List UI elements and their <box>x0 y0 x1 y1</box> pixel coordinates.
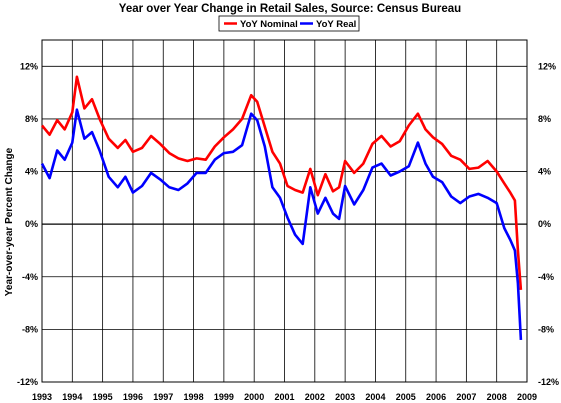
x-tick-label: 1994 <box>62 392 82 402</box>
y-tick-label-right: -4% <box>538 272 554 282</box>
y-tick-label-right: -12% <box>538 377 559 387</box>
y-tick-label-left: 12% <box>20 61 38 71</box>
y-tick-label-left: 0% <box>25 219 38 229</box>
y-tick-label-right: 12% <box>538 61 556 71</box>
x-tick-label: 1993 <box>32 392 52 402</box>
x-tick-label: 1996 <box>123 392 143 402</box>
legend-label-real: YoY Real <box>316 19 356 30</box>
x-tick-label: 2002 <box>305 392 325 402</box>
series-lines <box>40 75 523 340</box>
x-tick-label: 2000 <box>244 392 264 402</box>
gridlines <box>42 40 527 383</box>
y-tick-label-left: -8% <box>22 324 38 334</box>
y-axis-title: Year-over-year Percent Change <box>4 147 15 296</box>
y-tick-label-right: 4% <box>538 167 551 177</box>
x-tick-label: 2008 <box>487 392 507 402</box>
legend-box <box>218 15 360 32</box>
y-tick-label-left: -4% <box>22 272 38 282</box>
y-tick-label-right: 0% <box>538 219 551 229</box>
x-tick-label: 2003 <box>335 392 355 402</box>
x-tick-label: 1995 <box>93 392 113 402</box>
x-tick-label: 2009 <box>517 392 537 402</box>
x-tick-label: 1998 <box>184 392 204 402</box>
x-tick-label: 2006 <box>426 392 446 402</box>
x-tick-label: 1999 <box>214 392 234 402</box>
y-tick-label-left: 8% <box>25 114 38 124</box>
x-tick-label: 2007 <box>456 392 476 402</box>
series-line-yoy-nominal <box>40 75 523 290</box>
y-tick-label-left: 4% <box>25 167 38 177</box>
legend-label-nominal: YoY Nominal <box>240 19 298 30</box>
y-tick-label-left: -12% <box>17 377 38 387</box>
chart-title: Year over Year Change in Retail Sales, S… <box>119 3 461 15</box>
legend: YoY Nominal YoY Real <box>218 15 360 32</box>
y-tick-label-right: 8% <box>538 114 551 124</box>
series-line-yoy-real <box>40 108 523 340</box>
y-tick-label-right: -8% <box>538 324 554 334</box>
x-tick-label: 2004 <box>365 392 385 402</box>
x-tick-label: 2001 <box>274 392 294 402</box>
x-tick-label: 1997 <box>153 392 173 402</box>
x-tick-label: 2005 <box>396 392 416 402</box>
axis-ticks: 1993 1994 1995 1996 1997 1998 1999 2000 2001 2002… <box>17 61 559 402</box>
